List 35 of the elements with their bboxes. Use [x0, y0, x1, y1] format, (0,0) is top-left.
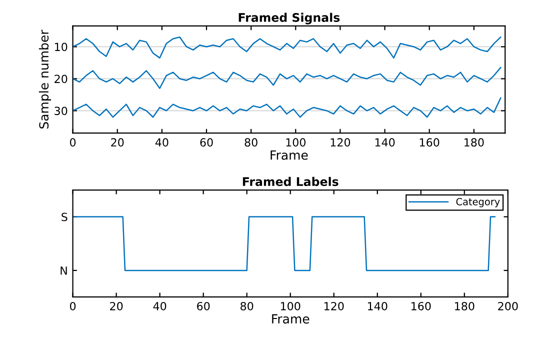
category-label: N	[60, 266, 67, 275]
x-tick-label: 80	[244, 138, 258, 147]
x-tick-label: 0	[70, 302, 76, 310]
x-tick-label: 120	[324, 302, 344, 310]
category-label: S	[62, 212, 68, 222]
x-tick-label: 40	[155, 138, 168, 147]
x-tick-label: 140	[368, 302, 388, 310]
x-tick-label: 60	[200, 138, 213, 147]
chart-title: Framed Signals	[238, 12, 340, 24]
line-series	[72, 97, 502, 118]
line-series	[72, 36, 502, 59]
x-tick-label: 100	[286, 138, 306, 147]
x-tick-label: 120	[330, 138, 350, 147]
x-tick-label: 100	[280, 302, 300, 310]
x-tick-label: 200	[498, 302, 518, 310]
x-tick-label: 160	[412, 302, 431, 310]
x-axis-title: Frame	[272, 314, 310, 324]
x-axis-title: Frame	[270, 150, 308, 160]
x-tick-label: 40	[153, 302, 166, 310]
x-tick-label: 180	[455, 302, 474, 310]
y-tick-label: 30	[54, 106, 68, 116]
x-tick-label: 60	[197, 302, 210, 310]
x-tick-label: 0	[70, 138, 76, 147]
line-series	[72, 66, 502, 89]
x-tick-label: 180	[464, 138, 484, 147]
y-axis-title: Sample number	[38, 30, 52, 129]
y-tick-label: 10	[55, 42, 68, 52]
x-tick-label: 160	[420, 138, 440, 147]
legend-label: Category	[456, 198, 500, 208]
x-tick-label: 20	[110, 302, 123, 310]
x-tick-label: 140	[375, 138, 395, 147]
x-tick-label: 20	[111, 138, 124, 147]
x-tick-label: 80	[240, 302, 254, 310]
y-tick-label: 20	[54, 74, 68, 84]
chart-title: Framed Labels	[242, 176, 338, 186]
